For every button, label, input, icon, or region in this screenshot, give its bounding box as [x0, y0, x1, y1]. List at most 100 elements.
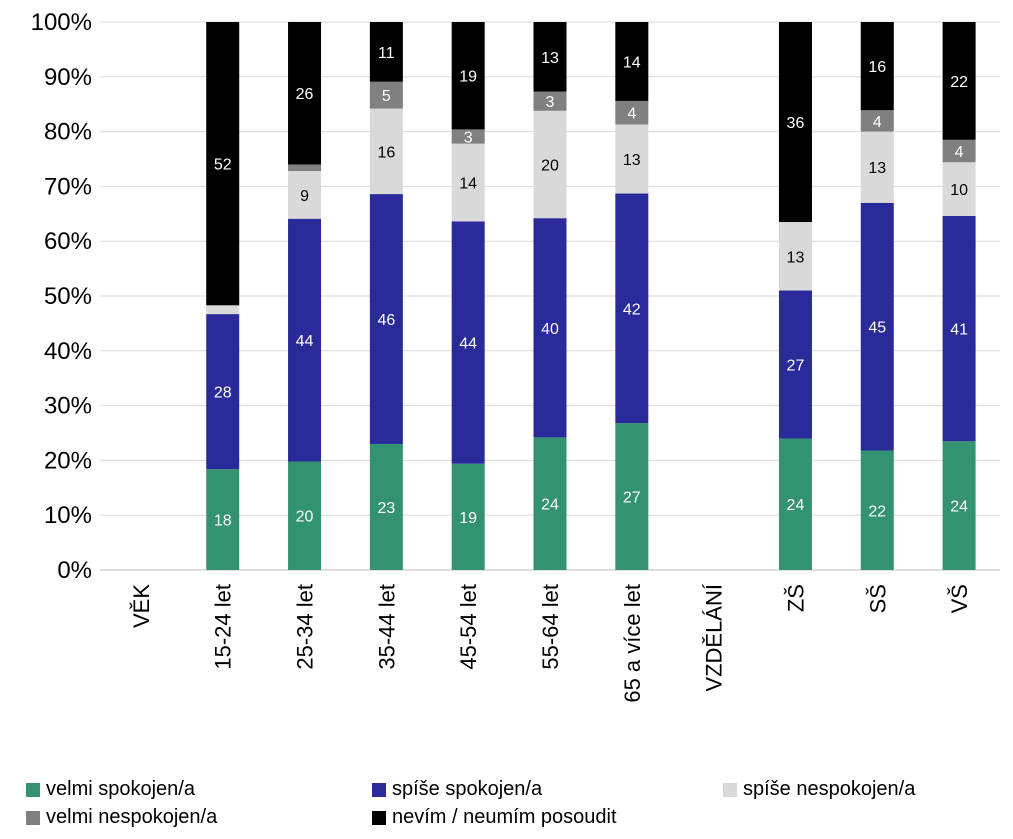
data-label: 24	[541, 497, 559, 514]
data-label: 13	[787, 249, 805, 266]
bar-segment	[369, 443, 403, 570]
x-tick-label: 15-24 let	[211, 584, 236, 670]
bar-segment	[369, 108, 403, 195]
legend-item: velmi spokojen/a	[26, 778, 195, 801]
y-axis-ticks: 0% 10% 20% 30% 40% 50% 60% 70% 80% 90% 100%	[31, 9, 92, 584]
bar-segment	[288, 164, 322, 172]
y-tick-label: 30%	[44, 393, 92, 420]
y-tick-label: 90%	[44, 64, 92, 91]
bar-segment	[860, 450, 894, 570]
legend-label: spíše spokojen/a	[392, 778, 543, 800]
y-tick-label: 60%	[44, 228, 92, 255]
data-label: 24	[950, 499, 968, 516]
bar-segment	[942, 441, 976, 570]
x-tick-label: VZDĚLÁNÍ	[702, 583, 727, 691]
bar-segment	[778, 22, 812, 223]
bar-segment	[778, 222, 812, 291]
legend-label: nevím / neumím posoudit	[392, 806, 617, 828]
bar-segment	[615, 124, 649, 194]
bar-segment	[206, 305, 240, 315]
data-label: 4	[955, 144, 964, 161]
bar-segment	[615, 100, 649, 125]
data-label: 20	[541, 157, 559, 174]
data-label: 46	[377, 312, 395, 329]
data-label: 19	[459, 510, 477, 527]
x-tick-label: 45-54 let	[456, 584, 481, 670]
data-label: 28	[214, 385, 232, 402]
bar-segment	[369, 22, 403, 82]
y-tick-label: 20%	[44, 447, 92, 474]
x-tick-label: 65 a více let	[620, 584, 645, 703]
data-label: 23	[377, 500, 395, 517]
bar-segment	[451, 463, 485, 570]
data-label: 26	[296, 86, 314, 103]
x-tick-label: 35-44 let	[374, 584, 399, 670]
bar-segment	[942, 139, 976, 163]
bar-segment	[860, 22, 894, 111]
bar-segment	[533, 437, 567, 570]
bar-segment	[288, 218, 322, 462]
data-label: 27	[787, 358, 805, 375]
data-label: 20	[296, 509, 314, 526]
data-label: 44	[459, 336, 477, 353]
data-label: 11	[378, 45, 395, 62]
bar-segment	[860, 131, 894, 203]
bar-segment	[615, 22, 649, 101]
bar-segment	[615, 193, 649, 424]
bar-segment	[206, 22, 240, 306]
bar-segment	[533, 218, 567, 438]
x-tick-label: ZŠ	[783, 584, 808, 612]
y-tick-label: 40%	[44, 338, 92, 365]
legend-swatch	[26, 810, 40, 825]
data-label: 22	[868, 503, 886, 520]
bar-segment	[451, 221, 485, 464]
data-label: 45	[868, 320, 886, 337]
data-label: 4	[627, 106, 636, 123]
data-label: 3	[464, 130, 473, 147]
data-label: 4	[873, 114, 882, 131]
bar-segment	[369, 81, 403, 109]
bar-segment	[451, 129, 485, 144]
data-label: 22	[950, 74, 968, 91]
y-tick-label: 0%	[57, 557, 92, 584]
y-tick-label: 10%	[44, 502, 92, 529]
data-label: 14	[623, 54, 641, 71]
legend-item: nevím / neumím posoudit	[372, 806, 617, 829]
legend-label: velmi nespokojen/a	[46, 806, 218, 828]
data-label: 9	[300, 188, 309, 205]
bar-segment	[778, 438, 812, 570]
legend-label: velmi spokojen/a	[46, 778, 195, 800]
y-tick-label: 70%	[44, 173, 92, 200]
bar-segment	[533, 110, 567, 219]
legend-item: velmi nespokojen/a	[26, 806, 217, 829]
data-label: 40	[541, 321, 559, 338]
legend-item: spíše spokojen/a	[372, 778, 542, 801]
x-tick-label: VĚK	[129, 584, 154, 628]
bar-segment	[288, 171, 322, 219]
y-tick-label: 100%	[31, 9, 92, 36]
data-label: 24	[787, 497, 805, 514]
bar-segment	[451, 143, 485, 222]
x-tick-label: SŠ	[865, 584, 890, 613]
data-label: 13	[623, 152, 641, 169]
bar-segment	[288, 461, 322, 570]
bar-segment	[860, 110, 894, 132]
data-label: 5	[382, 88, 391, 105]
data-label: 18	[214, 513, 232, 530]
bar-segment	[615, 423, 649, 570]
bar-segment	[451, 22, 485, 130]
data-label: 16	[868, 59, 886, 76]
legend-swatch	[26, 782, 40, 797]
legend-swatch	[372, 782, 386, 797]
bar-segment	[942, 162, 976, 216]
data-labels: 1828522044926234616511194414319244020313…	[214, 45, 968, 530]
bar-segment	[288, 22, 322, 165]
data-label: 3	[546, 94, 555, 111]
y-tick-label: 50%	[44, 283, 92, 310]
data-label: 19	[459, 69, 477, 86]
data-label: 16	[377, 144, 395, 161]
bar-segment	[942, 215, 976, 442]
bar-segment	[860, 202, 894, 451]
legend-label: spíše nespokojen/a	[743, 778, 916, 800]
